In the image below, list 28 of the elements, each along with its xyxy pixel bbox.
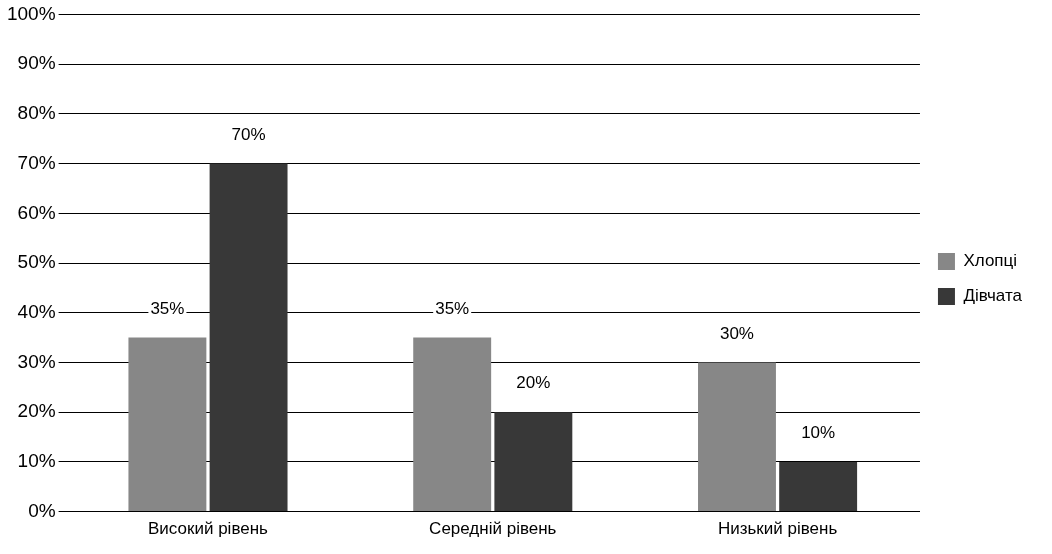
y-tick-label: 40%	[17, 300, 56, 322]
bar	[494, 412, 573, 512]
bar	[413, 337, 492, 512]
data-label: 20%	[516, 373, 551, 393]
y-tick-label: 30%	[17, 350, 56, 372]
y-tick-label: 10%	[17, 450, 56, 472]
y-tick-label: 80%	[17, 102, 56, 124]
x-tick-label: Середній рівень	[429, 519, 557, 539]
y-tick-label: 100%	[6, 2, 56, 24]
y-tick-label: 20%	[17, 400, 56, 422]
data-label: 30%	[719, 323, 754, 343]
legend-label: Хлопці	[963, 251, 1018, 271]
data-label: 35%	[435, 298, 470, 318]
bar	[698, 362, 776, 512]
x-tick-label: Низький рівень	[717, 519, 838, 539]
bar	[128, 337, 207, 512]
bar	[209, 163, 288, 512]
x-tick-label: Високий рівень	[148, 519, 269, 539]
y-tick-label: 70%	[17, 151, 56, 173]
y-tick-label: 0%	[28, 499, 56, 521]
legend-label: Дівчата	[963, 286, 1023, 306]
bar	[779, 461, 858, 512]
y-tick-label: 50%	[17, 251, 56, 273]
data-label: 10%	[801, 423, 836, 443]
data-label: 35%	[150, 298, 185, 318]
y-tick-label: 60%	[17, 201, 56, 223]
data-label: 70%	[231, 124, 266, 144]
y-tick-label: 90%	[17, 52, 56, 74]
